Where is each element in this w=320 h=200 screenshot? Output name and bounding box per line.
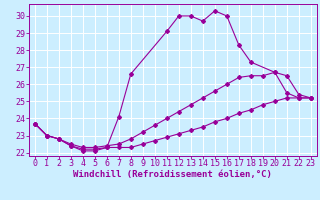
- X-axis label: Windchill (Refroidissement éolien,°C): Windchill (Refroidissement éolien,°C): [73, 170, 272, 179]
